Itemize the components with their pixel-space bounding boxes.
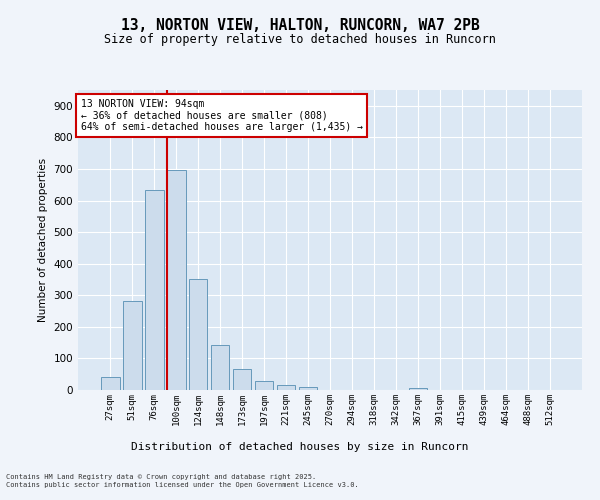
Bar — [145, 190, 164, 390]
Bar — [409, 388, 427, 390]
Bar — [189, 280, 208, 390]
Text: Distribution of detached houses by size in Runcorn: Distribution of detached houses by size … — [131, 442, 469, 452]
Text: 13, NORTON VIEW, HALTON, RUNCORN, WA7 2PB: 13, NORTON VIEW, HALTON, RUNCORN, WA7 2P… — [121, 18, 479, 32]
Bar — [299, 386, 317, 390]
Text: Size of property relative to detached houses in Runcorn: Size of property relative to detached ho… — [104, 32, 496, 46]
Bar — [123, 301, 142, 390]
Bar — [211, 345, 229, 390]
Text: 13 NORTON VIEW: 94sqm
← 36% of detached houses are smaller (808)
64% of semi-det: 13 NORTON VIEW: 94sqm ← 36% of detached … — [80, 99, 362, 132]
Bar — [255, 381, 274, 390]
Bar — [167, 170, 185, 390]
Y-axis label: Number of detached properties: Number of detached properties — [38, 158, 48, 322]
Bar — [233, 370, 251, 390]
Text: Contains HM Land Registry data © Crown copyright and database right 2025.
Contai: Contains HM Land Registry data © Crown c… — [6, 474, 359, 488]
Bar — [277, 386, 295, 390]
Bar — [101, 376, 119, 390]
